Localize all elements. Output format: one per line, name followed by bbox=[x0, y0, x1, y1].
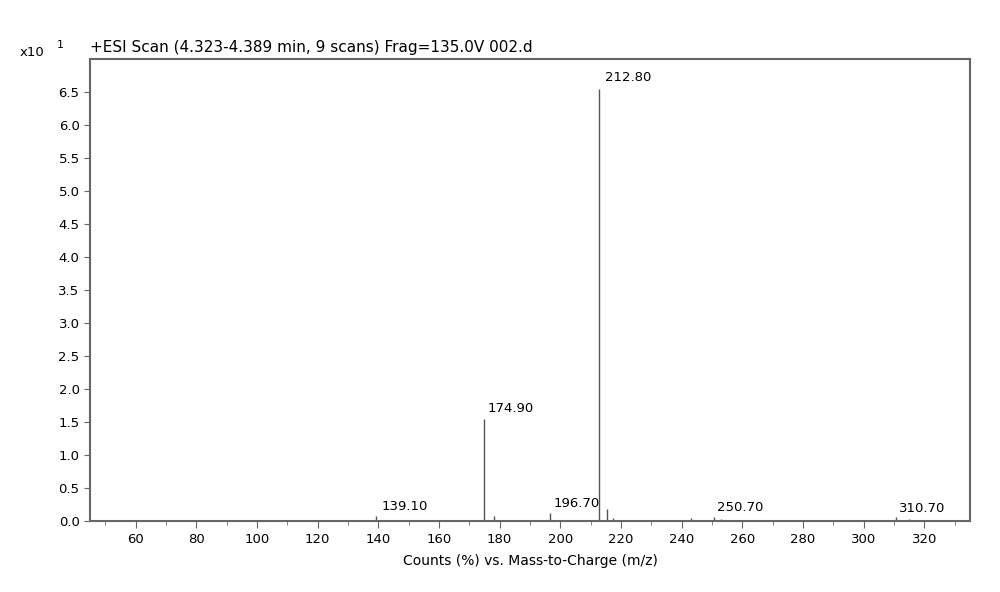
Text: +ESI Scan (4.323-4.389 min, 9 scans) Frag=135.0V 002.d: +ESI Scan (4.323-4.389 min, 9 scans) Fra… bbox=[90, 40, 533, 55]
Text: 1: 1 bbox=[57, 40, 64, 50]
Text: x10: x10 bbox=[20, 46, 45, 59]
Text: 212.80: 212.80 bbox=[605, 70, 652, 83]
Text: 310.70: 310.70 bbox=[899, 501, 946, 514]
X-axis label: Counts (%) vs. Mass-to-Charge (m/z): Counts (%) vs. Mass-to-Charge (m/z) bbox=[403, 554, 657, 568]
Text: 174.90: 174.90 bbox=[487, 402, 533, 415]
Text: 250.70: 250.70 bbox=[717, 501, 764, 514]
Text: 139.10: 139.10 bbox=[382, 500, 428, 513]
Text: 196.70: 196.70 bbox=[553, 497, 600, 510]
